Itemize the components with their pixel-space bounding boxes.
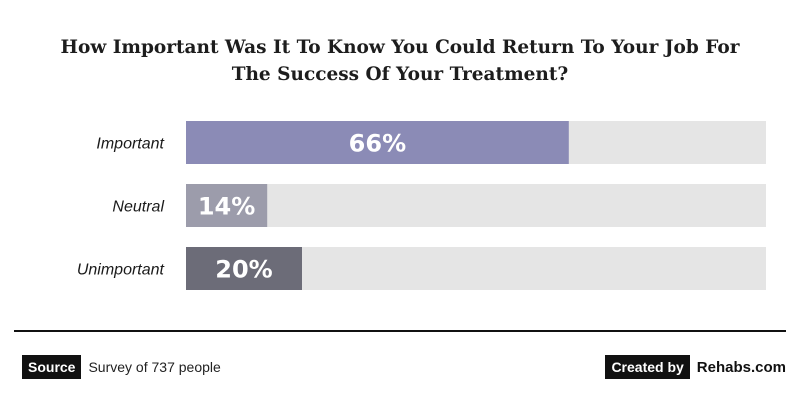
brand-name: Rehabs.com (696, 358, 786, 376)
category-label-unimportant: Unimportant (77, 262, 165, 279)
source-text: Survey of 737 people (88, 359, 221, 375)
value-label-neutral: 14% (198, 193, 255, 221)
chart-title-line-2: The Success Of Your Treatment? (231, 64, 569, 85)
category-label-neutral: Neutral (112, 199, 164, 216)
bar-track (186, 184, 766, 227)
bar-neutral (186, 184, 268, 227)
credit-block: Created by Rehabs.com (605, 355, 786, 379)
source-badge: Source (22, 355, 82, 379)
created-by-badge: Created by (605, 355, 690, 379)
bar-important (186, 121, 569, 164)
bar-chart: Important 66% Neutral 14% Unimportant 20% (77, 121, 766, 290)
source-block: Source Survey of 737 people (22, 355, 221, 379)
category-label-important: Important (96, 136, 164, 153)
chart-title-line-1: How Important Was It To Know You Could R… (60, 37, 740, 58)
bar-unimportant (186, 247, 302, 290)
chart-title: How Important Was It To Know You Could R… (0, 34, 800, 88)
footer-divider (14, 330, 786, 332)
value-label-important: 66% (349, 130, 406, 158)
value-label-unimportant: 20% (215, 256, 272, 284)
